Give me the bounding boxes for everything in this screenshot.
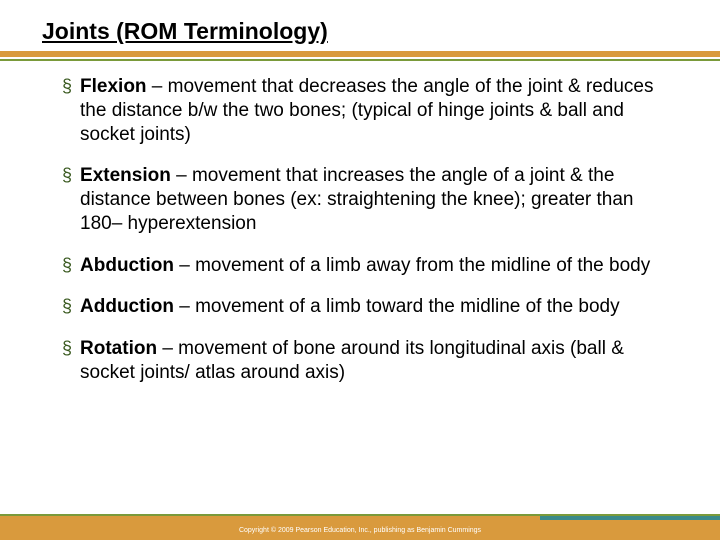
bullet-marker-icon: §: [62, 75, 72, 146]
bullet-item: § Extension – movement that increases th…: [62, 164, 666, 235]
term: Abduction: [80, 255, 174, 276]
bullet-marker-icon: §: [62, 164, 72, 235]
bullet-text: Flexion – movement that decreases the an…: [80, 75, 666, 146]
bullet-text: Abduction – movement of a limb away from…: [80, 254, 650, 278]
bullet-item: § Flexion – movement that decreases the …: [62, 75, 666, 146]
bullet-item: § Abduction – movement of a limb away fr…: [62, 254, 666, 278]
bullet-text: Rotation – movement of bone around its l…: [80, 337, 666, 385]
term: Adduction: [80, 296, 174, 317]
bullet-marker-icon: §: [62, 295, 72, 319]
bullet-marker-icon: §: [62, 254, 72, 278]
copyright-text: Copyright © 2009 Pearson Education, Inc.…: [239, 527, 481, 534]
footer: Copyright © 2009 Pearson Education, Inc.…: [0, 510, 720, 540]
definition: – movement of a limb toward the midline …: [174, 296, 620, 317]
bullet-text: Adduction – movement of a limb toward th…: [80, 295, 620, 319]
content-area: § Flexion – movement that decreases the …: [0, 61, 720, 540]
bullet-item: § Adduction – movement of a limb toward …: [62, 295, 666, 319]
slide-title: Joints (ROM Terminology): [42, 18, 720, 45]
definition: – movement of a limb away from the midli…: [174, 255, 650, 276]
bullet-marker-icon: §: [62, 337, 72, 385]
definition: – movement of bone around its longitudin…: [80, 338, 624, 383]
copyright-bar: Copyright © 2009 Pearson Education, Inc.…: [0, 520, 720, 540]
bullet-text: Extension – movement that increases the …: [80, 164, 666, 235]
term: Extension: [80, 165, 171, 186]
rule-orange: [0, 51, 720, 57]
term: Rotation: [80, 338, 157, 359]
term: Flexion: [80, 76, 147, 97]
bullet-item: § Rotation – movement of bone around its…: [62, 337, 666, 385]
title-area: Joints (ROM Terminology): [0, 0, 720, 45]
definition: – movement that decreases the angle of t…: [80, 76, 654, 145]
slide: Joints (ROM Terminology) § Flexion – mov…: [0, 0, 720, 540]
footer-stripe-green: [0, 514, 720, 516]
